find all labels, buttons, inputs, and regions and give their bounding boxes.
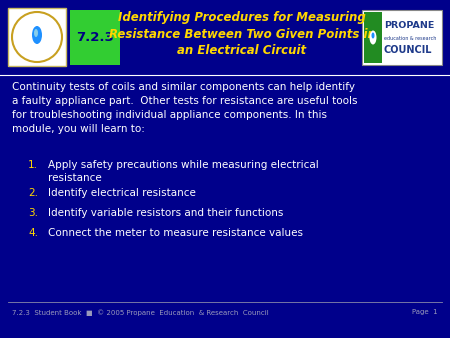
Bar — [362, 10, 442, 65]
Text: 4.: 4. — [28, 228, 38, 238]
Text: Apply safety precautions while measuring electrical
resistance: Apply safety precautions while measuring… — [48, 160, 319, 183]
Text: an Electrical Circuit: an Electrical Circuit — [177, 44, 306, 56]
Text: education & research: education & research — [384, 35, 436, 41]
Text: Resistance Between Two Given Points in: Resistance Between Two Given Points in — [108, 27, 375, 41]
Bar — [8, 8, 66, 66]
Text: Identify variable resistors and their functions: Identify variable resistors and their fu… — [48, 208, 284, 218]
Text: 1.: 1. — [28, 160, 38, 170]
Text: COUNCIL: COUNCIL — [384, 45, 432, 55]
Text: Connect the meter to measure resistance values: Connect the meter to measure resistance … — [48, 228, 303, 238]
Text: Page  1: Page 1 — [412, 309, 438, 315]
Ellipse shape — [32, 26, 42, 44]
Text: PROPANE: PROPANE — [384, 22, 434, 30]
Text: Identify electrical resistance: Identify electrical resistance — [48, 188, 196, 198]
Bar — [70, 10, 120, 65]
Ellipse shape — [34, 29, 38, 37]
Ellipse shape — [369, 30, 377, 45]
Circle shape — [15, 15, 59, 59]
Text: Identifying Procedures for Measuring: Identifying Procedures for Measuring — [118, 11, 366, 24]
Text: 7.2.3: 7.2.3 — [76, 31, 114, 44]
Text: 7.2.3  Student Book  ■  © 2005 Propane  Education  & Research  Council: 7.2.3 Student Book ■ © 2005 Propane Educ… — [12, 309, 269, 316]
Bar — [364, 12, 382, 63]
Text: Continuity tests of coils and similar components can help identify
a faulty appl: Continuity tests of coils and similar co… — [12, 82, 357, 134]
Ellipse shape — [372, 32, 374, 39]
Text: 3.: 3. — [28, 208, 38, 218]
Text: 2.: 2. — [28, 188, 38, 198]
